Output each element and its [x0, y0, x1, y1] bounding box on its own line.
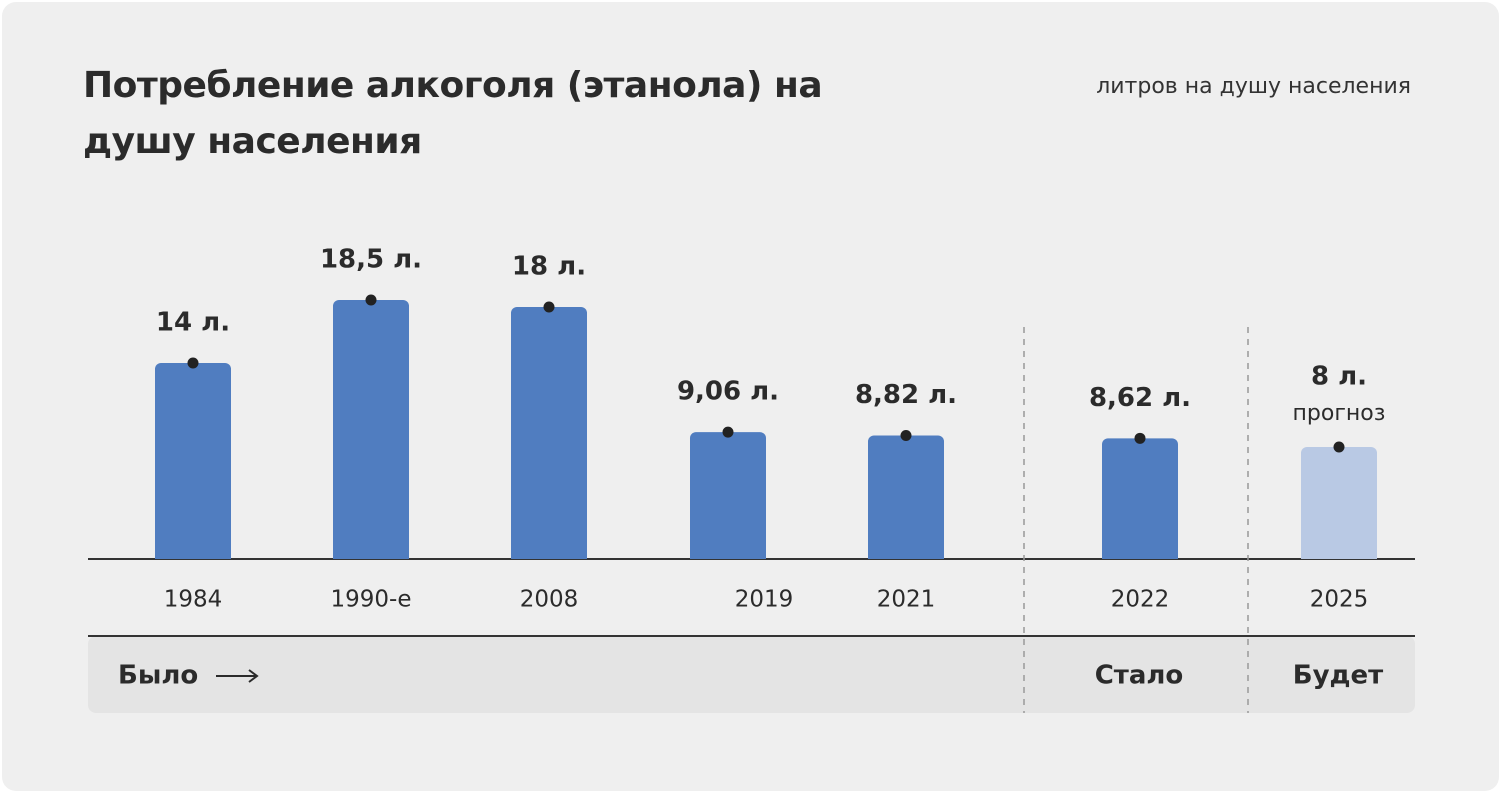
bar-foot [1301, 553, 1377, 559]
value-label: 14 л. [156, 308, 230, 338]
x-tick-label: 2021 [877, 587, 936, 613]
bar-foot [1102, 553, 1178, 559]
value-label: 9,06 л. [677, 377, 779, 407]
bar [511, 307, 587, 559]
value-label: 8 л. [1311, 362, 1367, 392]
point [900, 430, 912, 442]
bar-foot [511, 553, 587, 559]
group-label: Было [118, 661, 198, 691]
group-band [88, 636, 1415, 713]
value-label: 8,82 л. [855, 380, 957, 410]
arrow [216, 669, 259, 683]
bar [690, 432, 766, 559]
unit-label: литров на душу населения [1096, 74, 1411, 99]
note: прогноз [1293, 401, 1386, 426]
bar-foot [690, 553, 766, 559]
bar [155, 363, 231, 559]
x-tick-label: 2022 [1111, 587, 1170, 613]
value-label: 18,5 л. [320, 245, 422, 275]
point [1333, 441, 1345, 453]
x-tick-label: 2025 [1310, 587, 1369, 613]
x-tick-label: 2019 [735, 587, 794, 613]
x-tick-label: 2008 [520, 587, 579, 613]
point [543, 301, 555, 313]
x-tick-label: 1990-е [331, 587, 412, 613]
chart-title: Потребление алкоголя (этанола) на душу н… [83, 65, 823, 162]
bar-foot [155, 553, 231, 559]
point [365, 294, 377, 306]
bar-foot [868, 553, 944, 559]
value-label: 18 л. [512, 252, 586, 282]
x-tick-label: 1984 [164, 587, 223, 613]
group-label: Будет [1293, 661, 1383, 691]
point [1134, 432, 1146, 444]
bar [1301, 447, 1377, 559]
value-label: 8,62 л. [1089, 383, 1191, 413]
bar [333, 300, 409, 559]
point [722, 426, 734, 438]
bar [1102, 438, 1178, 559]
point [187, 357, 199, 369]
bar [868, 435, 944, 559]
group-label: Стало [1095, 661, 1184, 691]
bar-foot [333, 553, 409, 559]
